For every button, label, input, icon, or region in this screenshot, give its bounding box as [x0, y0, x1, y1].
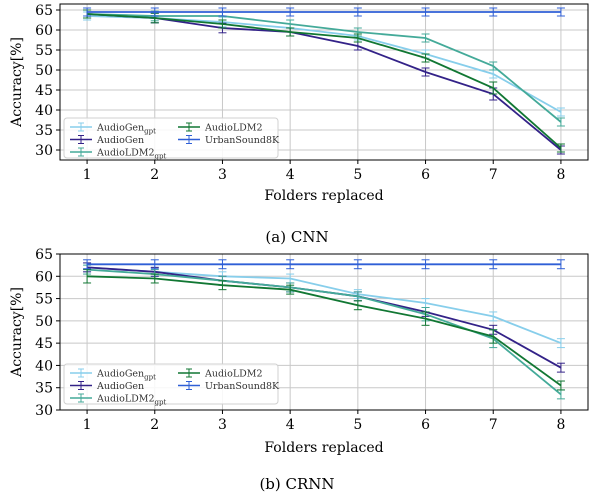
series-line — [87, 275, 562, 387]
x-tick-label: 1 — [83, 417, 92, 433]
series-2 — [83, 9, 565, 127]
legend-label: UrbanSound8K — [205, 135, 280, 146]
x-tick-label: 4 — [286, 167, 295, 183]
y-axis-label: Accuracy[%] — [9, 37, 25, 128]
y-tick-label: 65 — [35, 247, 53, 263]
y-tick-label: 45 — [35, 83, 53, 99]
x-tick-label: 5 — [353, 167, 362, 183]
series-0 — [83, 262, 565, 349]
legend-label: AudioLDM2 — [204, 369, 263, 380]
legend-item: AudioLDM2gpt — [70, 393, 166, 407]
legend-item: AudioLDM2 — [178, 122, 263, 134]
x-tick-label: 3 — [218, 167, 227, 183]
legend-item: AudioGen — [70, 135, 144, 146]
y-tick-label: 40 — [35, 358, 53, 374]
figure-caption: (b) CRNN — [259, 475, 334, 493]
legend-box — [63, 363, 279, 405]
x-axis-label: Folders replaced — [264, 440, 383, 456]
x-axis-label: Folders replaced — [264, 188, 383, 204]
legend-box — [63, 117, 279, 159]
y-tick-label: 45 — [35, 336, 53, 352]
y-tick-label: 60 — [35, 269, 53, 285]
series-4 — [83, 7, 565, 17]
x-tick-label: 5 — [353, 417, 362, 433]
x-tick-label: 7 — [489, 167, 498, 183]
x-tick-label: 6 — [421, 167, 430, 183]
y-tick-label: 30 — [35, 403, 53, 419]
series-line — [87, 13, 562, 123]
legend-item: AudioGen — [70, 381, 144, 392]
x-tick-label: 8 — [556, 417, 565, 433]
legend-item: AudioGengpt — [70, 122, 156, 136]
y-tick-label: 60 — [35, 23, 53, 39]
y-tick-label: 30 — [35, 143, 53, 159]
legend-item: UrbanSound8K — [178, 381, 280, 392]
x-tick-label: 3 — [218, 417, 227, 433]
legend-item: AudioLDM2gpt — [70, 147, 166, 161]
plot-frame — [59, 253, 589, 411]
x-tick-label: 6 — [421, 417, 430, 433]
x-tick-label: 7 — [489, 417, 498, 433]
y-tick-label: 65 — [35, 3, 53, 19]
series-line — [87, 266, 562, 369]
figure-caption: (a) CNN — [265, 228, 328, 246]
legend-label: UrbanSound8K — [205, 381, 280, 392]
legend-label: AudioGengpt — [96, 123, 156, 136]
y-tick-label: 35 — [35, 381, 53, 397]
legend-label: AudioGen — [96, 135, 144, 146]
y-tick-label: 55 — [35, 43, 53, 59]
x-tick-label: 8 — [556, 167, 565, 183]
series-4 — [83, 259, 565, 270]
x-tick-label: 1 — [83, 167, 92, 183]
y-axis-label: Accuracy[%] — [9, 287, 25, 378]
legend-label: AudioLDM2gpt — [96, 148, 166, 161]
y-tick-label: 50 — [35, 63, 53, 79]
series-3 — [83, 9, 565, 153]
series-3 — [83, 269, 565, 391]
y-tick-label: 35 — [35, 123, 53, 139]
x-tick-label: 2 — [150, 167, 159, 183]
legend-item: AudioLDM2 — [178, 368, 263, 380]
legend-item: AudioGengpt — [70, 368, 156, 382]
y-tick-label: 40 — [35, 103, 53, 119]
plot-frame — [59, 3, 589, 161]
legend-label: AudioLDM2 — [204, 123, 263, 134]
y-tick-label: 50 — [35, 314, 53, 330]
series-line — [87, 13, 562, 149]
legend-label: AudioLDM2gpt — [96, 394, 166, 407]
legend-item: UrbanSound8K — [178, 135, 280, 146]
y-tick-label: 55 — [35, 292, 53, 308]
series-line — [87, 268, 562, 396]
legend-label: AudioGen — [96, 381, 144, 392]
x-tick-label: 4 — [286, 417, 295, 433]
legend-label: AudioGengpt — [96, 369, 156, 382]
x-tick-label: 2 — [150, 417, 159, 433]
